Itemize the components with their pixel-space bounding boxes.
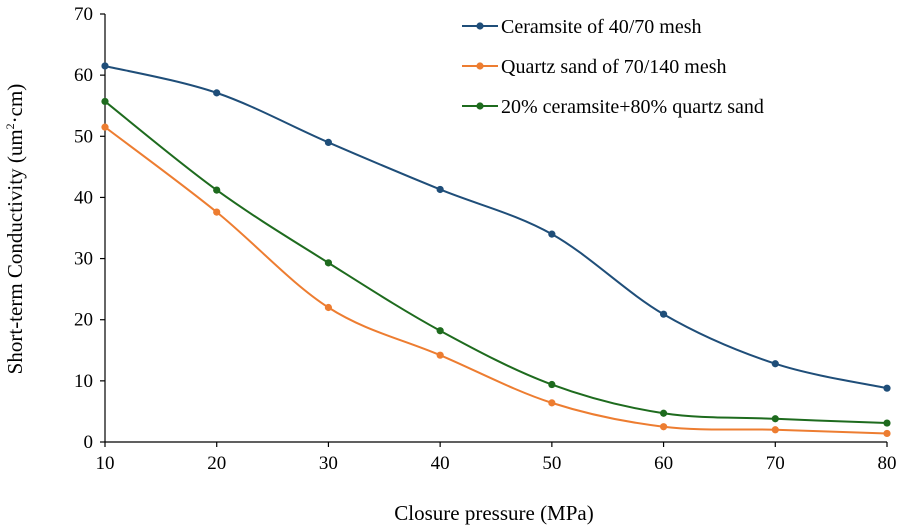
series-1: [101, 62, 891, 392]
data-point: [771, 426, 779, 434]
series-2: [101, 123, 891, 438]
legend-marker: [476, 22, 484, 30]
legend-item-1: Ceramsite of 40/70 mesh: [462, 16, 702, 38]
data-point: [324, 259, 333, 267]
legend: Ceramsite of 40/70 mesh Quartz sand of 70…: [462, 16, 764, 118]
y-axis-title-unit: ·cm): [3, 84, 27, 124]
data-point: [548, 230, 556, 238]
data-point: [548, 380, 556, 389]
data-point: [436, 185, 444, 194]
x-tick-label: 80: [878, 453, 897, 474]
data-point: [101, 123, 109, 131]
data-point: [883, 419, 891, 427]
series-line: [104, 100, 888, 425]
data-point: [436, 351, 444, 359]
data-point: [771, 360, 779, 368]
data-point: [436, 327, 444, 335]
legend-item-3: 20% ceramsite+80% quartz sand: [462, 96, 764, 118]
x-tick-label: 30: [319, 453, 338, 474]
legend-label: 20% ceramsite+80% quartz sand: [501, 96, 764, 118]
data-point: [213, 186, 221, 194]
x-tick-label: 70: [766, 453, 785, 474]
y-tick-label: 60: [74, 65, 93, 86]
data-point: [659, 310, 668, 318]
y-tick-label: 70: [74, 4, 93, 25]
x-tick-label: 60: [654, 453, 673, 474]
legend-label: Quartz sand of 70/140 mesh: [501, 56, 727, 78]
data-point: [659, 409, 668, 417]
data-point: [213, 89, 221, 97]
legend-marker: [476, 102, 484, 110]
y-tick-label: 0: [84, 432, 94, 453]
x-tick-label: 40: [431, 453, 450, 474]
data-point: [324, 303, 333, 312]
x-tick-label: 20: [207, 453, 226, 474]
series-line: [104, 126, 888, 435]
y-axis-title: Short-term Conductivity (um2·cm): [3, 84, 27, 375]
y-tick-label: 30: [74, 249, 93, 270]
series-3: [101, 97, 891, 427]
x-axis-title: Closure pressure (MPa): [394, 501, 593, 525]
data-point: [213, 208, 221, 216]
data-point: [324, 138, 333, 146]
data-point: [101, 97, 109, 106]
data-point: [659, 423, 668, 431]
series-line: [104, 64, 888, 390]
x-tick-label: 10: [96, 453, 115, 474]
y-tick-label: 10: [74, 371, 93, 392]
y-axis-title-superscript: 2: [3, 123, 17, 129]
legend-item-2: Quartz sand of 70/140 mesh: [462, 56, 727, 78]
x-tick-label: 50: [542, 453, 561, 474]
data-point: [101, 62, 109, 70]
data-point: [771, 415, 779, 423]
y-axis-title-main: Short-term Conductivity (um: [3, 129, 27, 374]
series-layer: [101, 62, 891, 438]
legend-marker: [476, 62, 484, 70]
legend-label: Ceramsite of 40/70 mesh: [501, 16, 702, 38]
data-point: [548, 399, 556, 407]
data-point: [883, 384, 891, 392]
y-tick-label: 40: [74, 187, 93, 208]
data-point: [883, 429, 891, 438]
y-tick-label: 50: [74, 126, 93, 147]
y-tick-label: 20: [74, 310, 93, 331]
